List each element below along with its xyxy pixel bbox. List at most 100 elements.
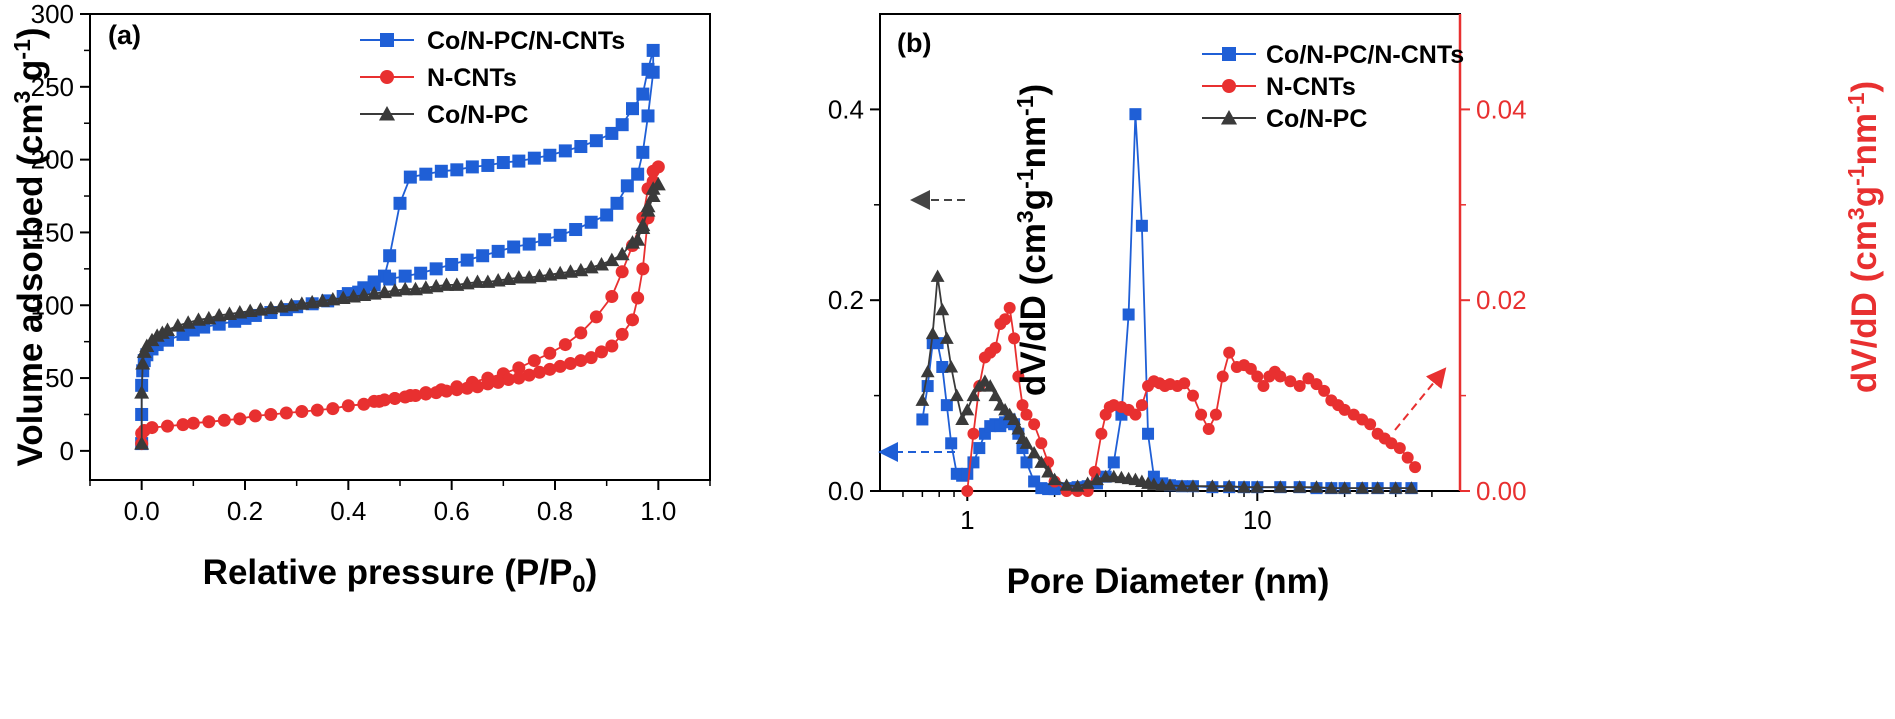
panel-a-point-co-n-pc [242,303,258,318]
panel-a-point-co-n-pc [134,436,150,450]
panel-b-point-co-n-pc [925,326,940,340]
panel-a-point-n-cnts [186,416,200,430]
panel-a-point-co-n-pc [335,290,351,304]
panel-b-point-co-n-pc-n-cnts [1135,219,1148,232]
panel-b-point-n-cnts [1186,389,1199,402]
panel-b-point-co-n-pc [1222,479,1237,492]
panel-b-series [915,108,1422,497]
panel-b-left-y-tick-label: 0.0 [828,476,864,506]
panel-a-point-co-n-pc [135,356,151,370]
panel-a-point-co-n-pc-n-cnts [574,140,588,154]
panel-b-point-co-n-pc [939,331,954,344]
panel-a-legend-marker [380,70,394,84]
panel-a-point-co-n-pc-n-cnts [626,102,639,116]
panel-a-point-co-n-pc-n-cnts [496,156,510,170]
panel-b-point-co-n-pc [1041,465,1056,478]
panel-a-point-n-cnts [248,409,262,423]
panel-a-point-co-n-pc [490,273,506,287]
panel-b-point-n-cnts [1223,346,1236,359]
panel-b-point-co-n-pc [1404,481,1419,494]
panel-a-point-co-n-pc-n-cnts [403,170,417,184]
panel-a-x-tick-label: 0.6 [434,496,470,526]
panel-b-point-n-cnts [1284,375,1297,388]
panel-b-point-n-cnts [1178,377,1191,390]
panel-b-legend-item-co-n-pc: Co/N-PC [1202,105,1367,133]
panel-b-series-co-n-pc-n-cnts [916,108,1418,496]
panel-b-point-co-n-pc [944,360,959,373]
panel-a-point-n-cnts [295,405,309,419]
panel-a-point-n-cnts [398,390,412,404]
panel-a-point-co-n-pc-n-cnts [419,167,433,181]
panel-b-point-n-cnts [1129,408,1142,421]
panel-b-point-co-n-pc-n-cnts [940,399,953,412]
panel-a-point-n-cnts [533,365,546,379]
panel-a-point-n-cnts [543,346,557,360]
panel-a-point-co-n-pc-n-cnts [584,215,598,229]
panel-b-legend-label: N-CNTs [1266,73,1356,101]
panel-b-point-n-cnts [1012,370,1025,383]
panel-b-point-co-n-pc [1059,478,1074,491]
panel-a-point-n-cnts [558,338,572,352]
panel-b-point-co-n-pc [1007,412,1021,425]
panel-b-point-co-n-pc [920,364,935,378]
panel-b-point-n-cnts [1393,442,1406,455]
panel-a-point-co-n-pc [263,300,279,315]
panel-a-point-n-cnts [367,394,381,408]
panel-b-point-n-cnts [989,341,1002,354]
panel-a-point-n-cnts [378,393,391,407]
panel-b-point-co-n-pc [1080,476,1095,489]
panel-a-point-n-cnts [161,419,174,433]
panel-a-tag: (a) [108,20,141,50]
panel-a-point-co-n-pc [273,299,289,313]
panel-a-y-tick-label: 200 [31,145,74,175]
panel-b-point-co-n-pc [1292,480,1307,493]
panel-b-point-co-n-pc-n-cnts [1122,308,1135,321]
panel-b-point-n-cnts [1251,370,1264,383]
panel-a-legend-label: N-CNTs [427,64,517,92]
panel-a-point-co-n-pc [304,294,320,309]
panel-a-point-co-n-pc-n-cnts [620,179,634,193]
panel-b-point-co-n-pc [935,302,950,316]
panel-a-point-n-cnts [605,339,619,353]
panel-a-point-co-n-pc-n-cnts [646,43,660,57]
panel-a-point-co-n-pc [459,275,475,290]
panel-b-point-n-cnts [1008,332,1021,345]
panel-a-point-n-cnts [357,397,371,411]
panel-b-point-co-n-pc-n-cnts [973,442,986,455]
panel-a-legend-label: Co/N-PC/N-CNTs [427,27,625,55]
panel-a-point-n-cnts [460,381,474,395]
panel-a-point-n-cnts [279,406,293,420]
panel-a-point-n-cnts [409,389,422,403]
panel-a-legend-item-co-n-pc: Co/N-PC [360,101,528,129]
panel-b-point-co-n-pc [1388,481,1403,494]
panel-a-point-co-n-pc-n-cnts [383,272,397,286]
panel-b-point-co-n-pc [1011,422,1026,435]
panel-a-point-co-n-pc [645,188,661,203]
panel-b-point-co-n-pc [1147,477,1161,490]
panel-a-y-tick-label: 250 [31,72,74,102]
panel-b-point-n-cnts [1338,403,1351,416]
panel-a-point-co-n-pc [325,291,341,306]
panel-a-point-co-n-pc [449,277,465,291]
panel-a-point-n-cnts [429,386,443,400]
panel-b-point-co-n-pc [1034,455,1049,468]
panel-b-point-co-n-pc [1163,478,1177,491]
panel-a-point-co-n-pc [294,296,310,310]
panel-b-point-co-n-pc-n-cnts [961,467,974,480]
panel-b-point-co-n-pc [1355,481,1370,494]
panel-b-point-n-cnts [1293,380,1306,393]
panel-b-point-co-n-pc-n-cnts [916,413,929,426]
panel-b-point-n-cnts [1318,384,1331,397]
panel-a-point-co-n-pc [356,287,372,302]
panel-a-point-n-cnts [589,310,603,324]
panel-b-legend-label: Co/N-PC [1266,105,1367,133]
panel-a-point-n-cnts [217,413,231,427]
panel-a-series-co-n-pc-n-cnts [135,43,660,451]
panel-b: (b) 1 10 0.0 0.2 0.4 0.00 0.02 0.04 Co/N-PC/N-C… [828,13,1884,601]
panel-b-left-y-tick-label: 0.2 [828,285,864,315]
panel-a-point-n-cnts [564,357,577,370]
panel-a-point-co-n-pc [563,264,578,278]
panel-a-point-co-n-pc-n-cnts [393,196,407,210]
panel-a-point-n-cnts [310,403,324,417]
panel-a-point-n-cnts [615,327,629,341]
